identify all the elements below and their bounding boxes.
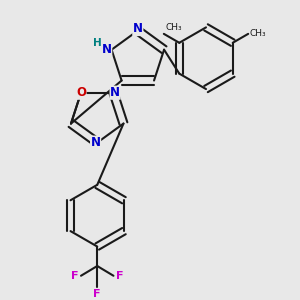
Text: N: N <box>110 86 120 99</box>
Text: N: N <box>91 136 100 149</box>
Text: CH₃: CH₃ <box>166 23 182 32</box>
Text: F: F <box>71 271 78 281</box>
Text: F: F <box>94 289 101 298</box>
Text: F: F <box>116 271 124 281</box>
Text: N: N <box>133 22 143 35</box>
Text: H: H <box>93 38 101 48</box>
Text: CH₃: CH₃ <box>250 29 266 38</box>
Text: O: O <box>76 86 86 99</box>
Text: N: N <box>102 43 112 56</box>
